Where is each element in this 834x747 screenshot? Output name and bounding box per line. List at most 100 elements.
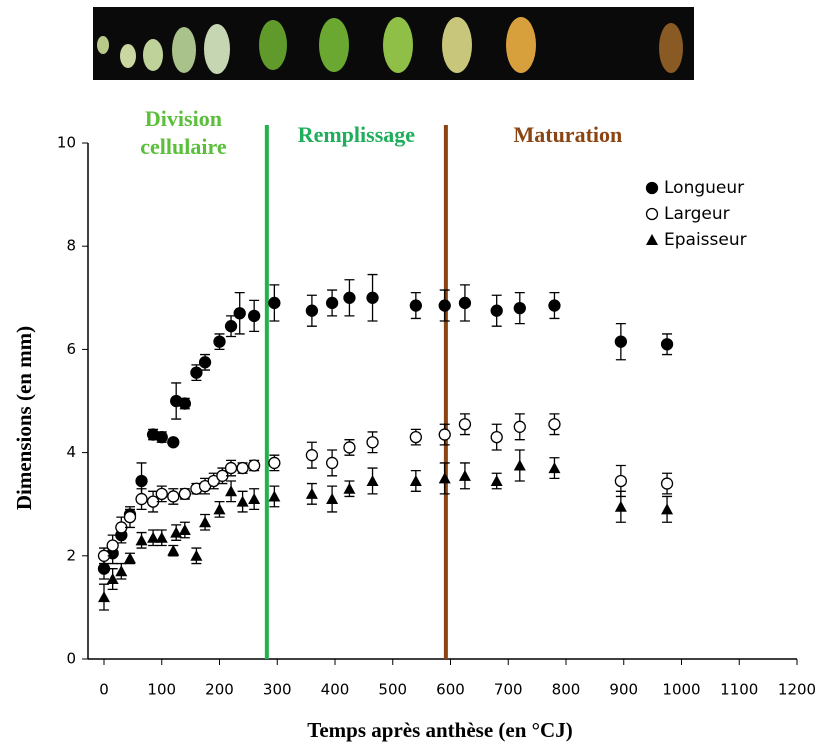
data-point: [268, 296, 281, 310]
data-point: [343, 441, 356, 454]
data-point: [268, 456, 281, 470]
data-point: [458, 296, 472, 310]
data-point: [106, 539, 119, 552]
x-axis-title: Temps après anthèse (en °CJ): [307, 718, 572, 742]
data-point: [167, 544, 180, 556]
data-point: [236, 461, 249, 475]
data-point: [343, 482, 356, 494]
data-point: [224, 320, 238, 333]
x-tick-label: 700: [494, 681, 523, 699]
data-point: [178, 524, 191, 535]
legend-label: Largeur: [664, 204, 730, 224]
x-tick-label: 1100: [720, 681, 758, 699]
data-point: [213, 335, 226, 348]
y-tick-label: 8: [66, 237, 76, 255]
data-point: [366, 291, 379, 304]
x-tick-label: 200: [205, 681, 234, 699]
data-point: [409, 299, 423, 312]
data-point: [198, 356, 212, 369]
x-tick-label: 900: [609, 681, 638, 699]
data-point: [115, 565, 128, 577]
data-point: [513, 459, 526, 471]
data-point: [98, 591, 110, 603]
x-tick-label: 800: [552, 681, 581, 699]
data-point: [106, 573, 119, 585]
data-point: [305, 449, 319, 462]
data-point: [268, 490, 281, 502]
y-tick-label: 0: [66, 650, 76, 668]
data-point: [660, 338, 674, 351]
x-tick-label: 600: [436, 681, 465, 699]
data-point: [490, 474, 503, 486]
x-tick-label: 1000: [662, 681, 700, 699]
data-point: [325, 296, 339, 310]
data-point: [548, 418, 561, 431]
data-point: [548, 299, 561, 312]
data-point: [660, 477, 674, 490]
data-point: [548, 462, 561, 474]
data-point: [438, 299, 451, 312]
data-point: [155, 531, 168, 543]
grain-photo-strip: [93, 7, 694, 80]
data-point: [438, 472, 451, 484]
y-tick-label: 6: [66, 340, 76, 358]
data-point: [614, 474, 628, 488]
y-tick-label: 4: [66, 443, 76, 461]
legend-marker: [646, 234, 658, 245]
legend-marker: [645, 181, 659, 195]
data-point: [135, 474, 148, 488]
data-point: [458, 469, 471, 481]
data-point: [409, 430, 423, 444]
data-point: [135, 534, 148, 546]
x-tick-label: 400: [321, 681, 350, 699]
x-tick-label: 100: [147, 681, 176, 699]
data-point: [167, 490, 180, 503]
data-point: [167, 436, 180, 449]
data-point: [366, 474, 379, 486]
data-point: [490, 430, 503, 444]
data-point: [199, 516, 212, 528]
data-point: [178, 397, 192, 410]
data-point: [155, 430, 168, 444]
x-tick-label: 0: [99, 681, 109, 699]
data-point: [178, 487, 192, 501]
y-tick-label: 2: [66, 546, 76, 564]
data-point: [225, 485, 238, 497]
data-point: [190, 549, 203, 561]
phase-label: Remplissage: [297, 122, 416, 147]
data-point: [513, 301, 526, 315]
data-point: [325, 456, 339, 470]
data-point: [236, 495, 249, 507]
data-point: [247, 459, 261, 472]
data-point: [233, 307, 246, 320]
phase-label: Maturation: [513, 122, 623, 147]
data-point: [155, 487, 168, 501]
x-tick-label: 500: [378, 681, 407, 699]
data-point: [490, 304, 503, 317]
x-tick-label: 1200: [778, 681, 816, 699]
data-point: [248, 493, 261, 505]
data-point: [438, 428, 451, 441]
data-point: [224, 461, 238, 475]
data-point: [135, 492, 148, 506]
data-point: [513, 420, 526, 433]
data-point: [147, 531, 160, 543]
legend-marker: [645, 207, 659, 221]
data-point: [614, 335, 628, 348]
data-point: [366, 436, 379, 449]
data-point: [123, 552, 136, 564]
data-point: [247, 309, 261, 323]
legend-label: Longueur: [664, 178, 744, 198]
data-point: [458, 418, 472, 431]
y-axis-title: Dimensions (en mm): [12, 326, 36, 510]
data-point: [305, 304, 319, 317]
phase-label: Division cellulaire: [140, 106, 227, 159]
data-point: [326, 493, 339, 505]
y-tick-label: 10: [57, 134, 76, 152]
data-point: [305, 487, 318, 499]
data-point: [123, 510, 137, 524]
data-point: [170, 526, 183, 538]
legend-label: Epaisseur: [664, 230, 747, 250]
